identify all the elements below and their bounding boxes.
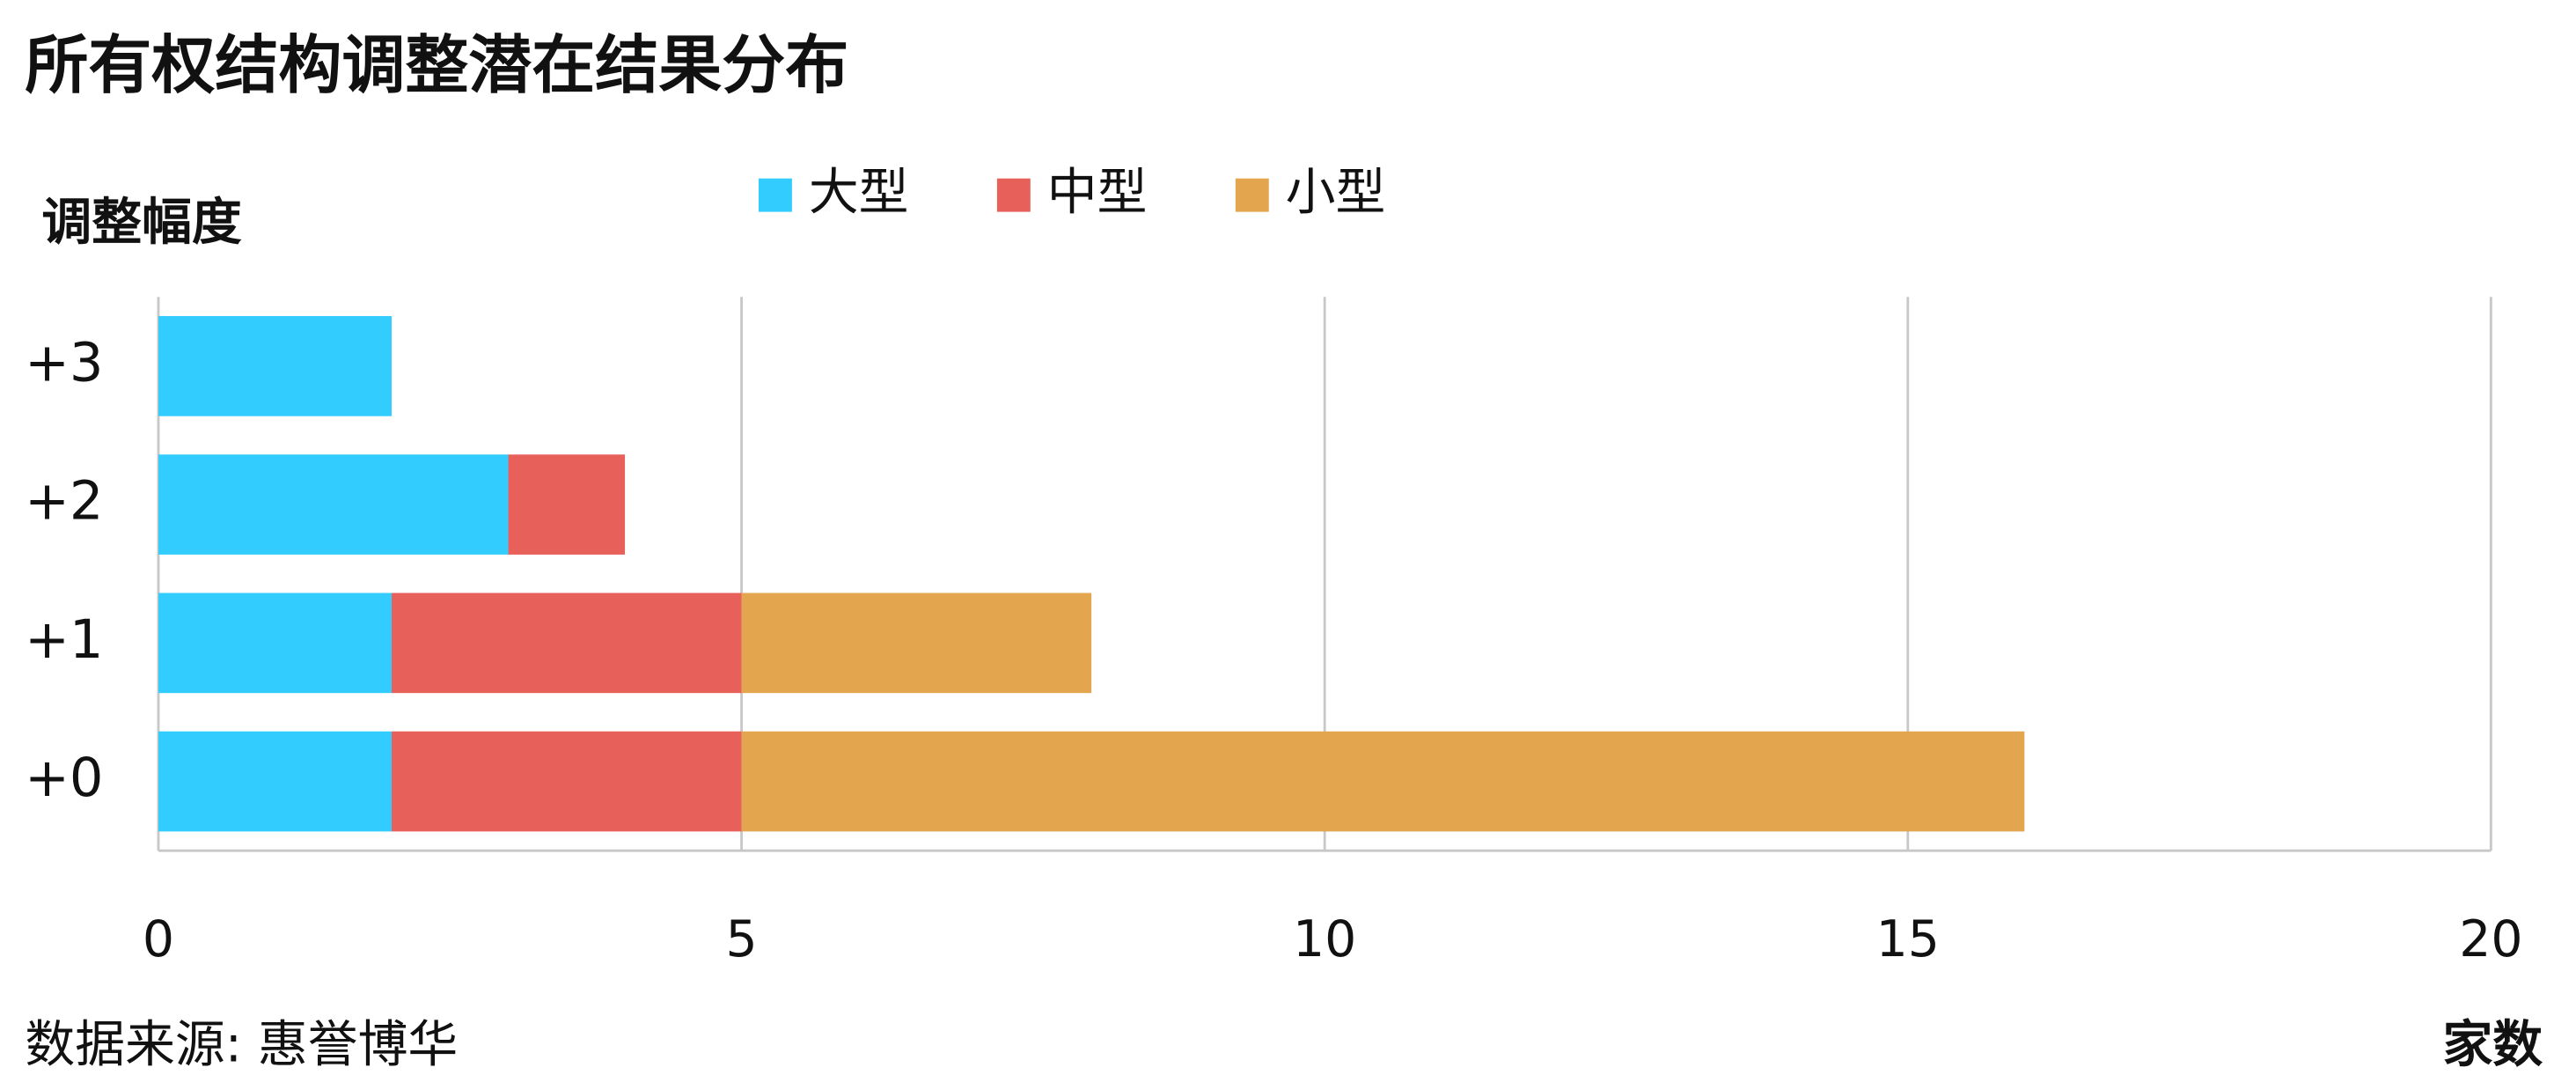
source-note: 数据来源: 惠誉博华 <box>25 1015 458 1073</box>
y-tick-label: +2 <box>25 471 103 533</box>
x-tick-label: 15 <box>1876 910 1940 968</box>
y-tick-label: +3 <box>25 332 103 394</box>
legend-label: 中型 <box>1047 163 1148 221</box>
bar-segment <box>741 593 1092 694</box>
legend-swatch <box>758 178 792 212</box>
x-tick-label: 0 <box>143 910 174 968</box>
bar-segment <box>158 316 393 416</box>
bar-segment <box>158 593 393 694</box>
legend-swatch <box>1235 178 1269 212</box>
x-tick-label: 10 <box>1293 910 1356 968</box>
bar-segment <box>158 454 509 555</box>
chart-title: 所有权结构调整潜在结果分布 <box>25 28 848 102</box>
legend-swatch <box>996 178 1031 212</box>
y-tick-label: +0 <box>25 747 103 809</box>
x-axis-title: 家数 <box>2442 1015 2543 1073</box>
bar-segment <box>741 731 2025 832</box>
legend-label: 大型 <box>809 163 909 221</box>
bar-segment <box>158 731 393 832</box>
x-tick-label: 5 <box>726 910 758 968</box>
bar-segment <box>392 593 742 694</box>
y-tick-label: +1 <box>25 609 103 671</box>
bar-segment <box>392 731 742 832</box>
y-axis-title: 调整幅度 <box>41 193 241 251</box>
x-tick-label: 20 <box>2459 910 2522 968</box>
legend-label: 小型 <box>1286 163 1386 221</box>
bar-segment <box>508 454 626 555</box>
